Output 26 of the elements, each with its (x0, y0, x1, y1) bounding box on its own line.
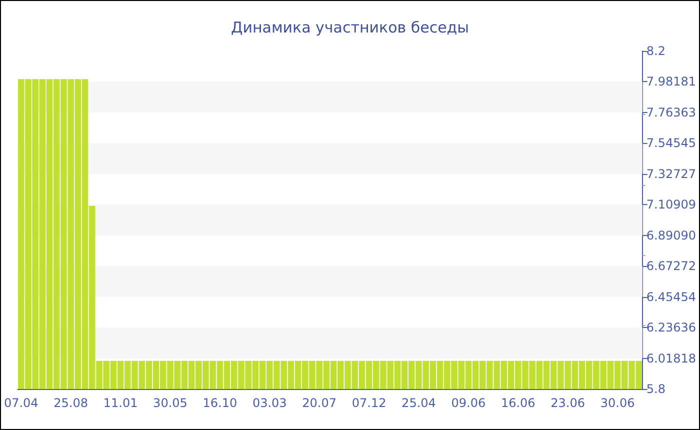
y-tick-label: 6.45454 (646, 290, 696, 304)
x-tick-label: 20.07 (302, 396, 337, 410)
x-tick-label: 25.08 (54, 396, 88, 410)
y-tick-label: 8.2 (646, 44, 666, 58)
x-tick-label: 09.06 (451, 396, 486, 410)
y-tick-label: 6.89090 (646, 228, 696, 242)
y-tick-label: 6.67272 (646, 259, 696, 274)
y-tick-label: 7.54545 (646, 136, 696, 150)
y-tick-label: 7.10909 (646, 198, 696, 212)
x-tick-label: 30.05 (153, 396, 188, 410)
x-tick-label: 23.06 (550, 396, 586, 410)
x-tick-label: 16.06 (500, 396, 536, 410)
y-tick-label: 7.32727 (646, 166, 696, 181)
y-tick-label: 7.98181 (646, 74, 696, 89)
x-tick-label: 03.03 (252, 396, 287, 410)
chart-title: Динамика участников беседы (230, 18, 470, 36)
x-tick-label: 11.01 (103, 396, 138, 410)
x-tick-label: 16.10 (202, 396, 238, 410)
x-tick-label: 25.04 (402, 396, 436, 410)
x-tick-label: 07.12 (352, 396, 386, 410)
y-tick-label: 6.01818 (646, 351, 696, 366)
y-tick-label: 7.76363 (646, 105, 696, 120)
y-tick-label: 5.8 (646, 382, 666, 396)
x-tick-label: 30.06 (600, 396, 635, 410)
y-tick-label: 6.23636 (646, 320, 696, 335)
x-tick-label: 07.04 (4, 396, 38, 410)
